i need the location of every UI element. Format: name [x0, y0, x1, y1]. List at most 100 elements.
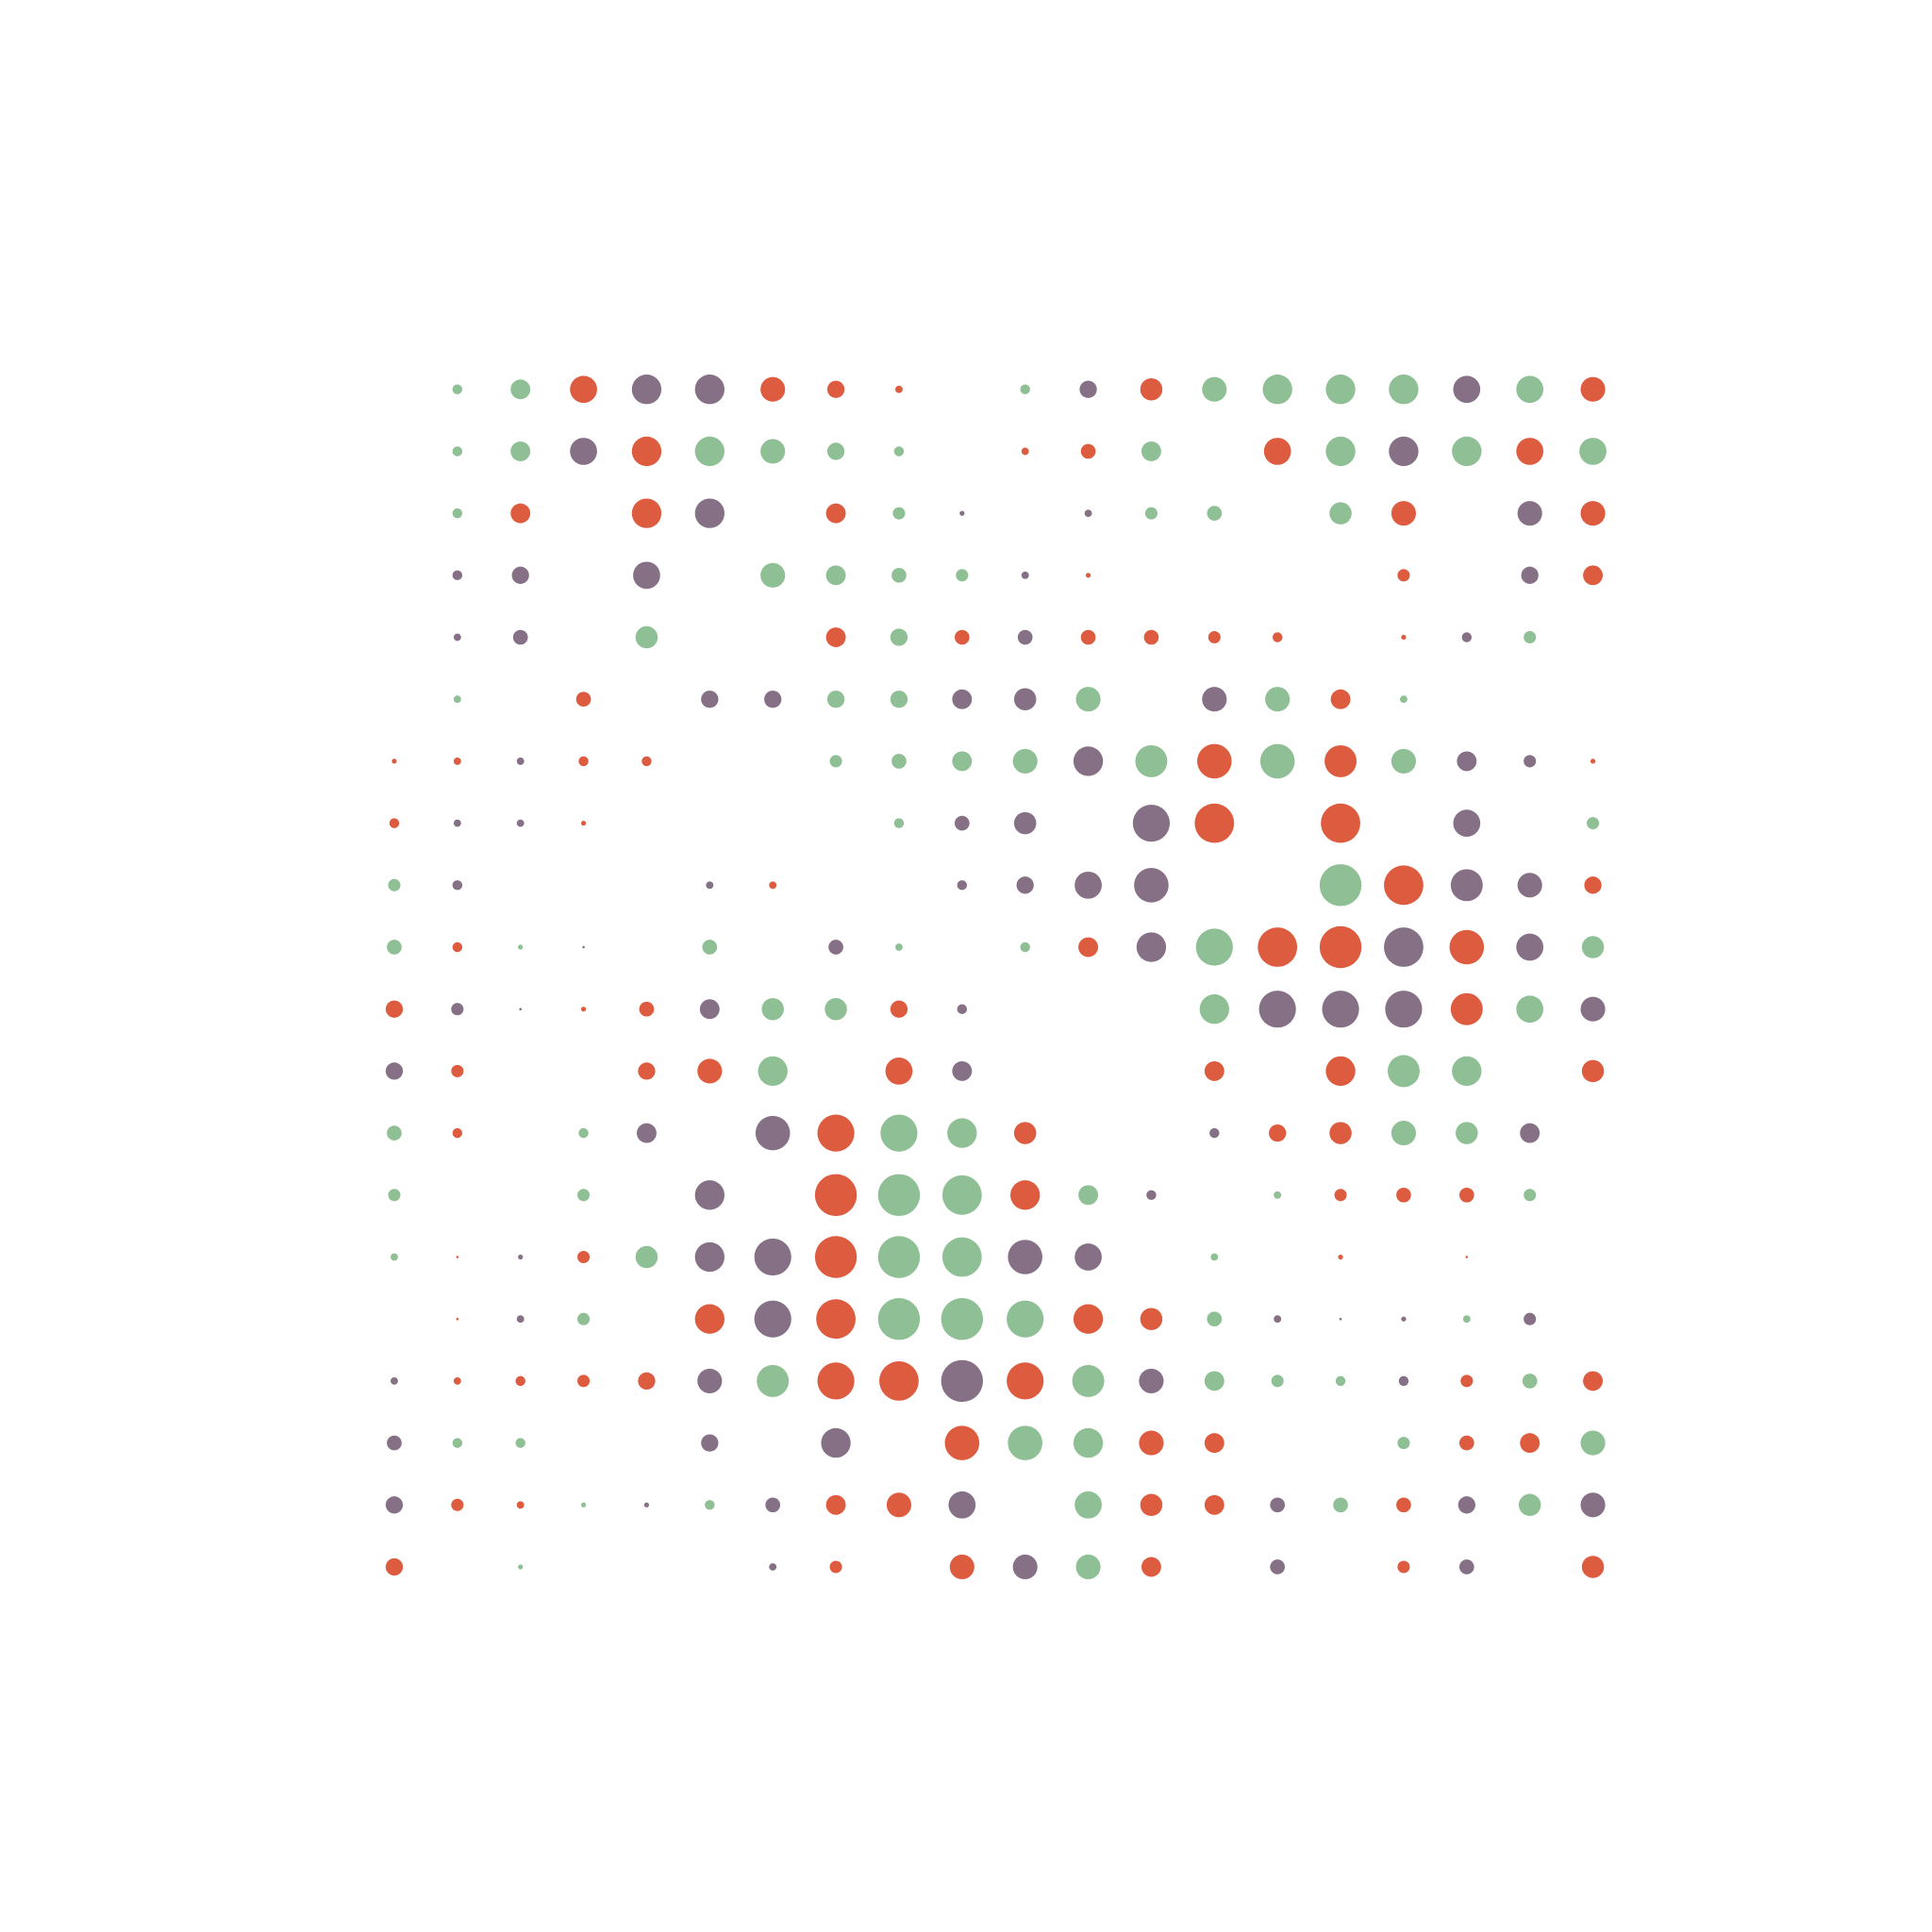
- dot: [1017, 629, 1033, 645]
- dot: [1073, 1304, 1104, 1334]
- dot: [1397, 1560, 1410, 1574]
- dot: [1517, 873, 1542, 898]
- dot: [1012, 1554, 1038, 1580]
- dot: [519, 1008, 523, 1011]
- dot: [638, 1062, 656, 1080]
- dot: [694, 1304, 724, 1334]
- dot: [575, 691, 591, 708]
- dot: [510, 503, 531, 524]
- dot: [1272, 632, 1283, 642]
- dot: [452, 446, 463, 457]
- dot: [1265, 687, 1291, 712]
- dot: [578, 756, 589, 767]
- dot: [1458, 1559, 1474, 1574]
- dot: [694, 375, 724, 405]
- dot: [1329, 502, 1352, 525]
- dot: [518, 1564, 524, 1570]
- dot: [1207, 506, 1223, 521]
- dot: [1075, 1554, 1101, 1580]
- dot: [1016, 876, 1034, 894]
- dot: [754, 1300, 791, 1338]
- dot: [959, 510, 965, 516]
- dot: [1400, 695, 1407, 704]
- dot: [391, 758, 397, 764]
- dot: [578, 1127, 589, 1139]
- dot: [577, 1374, 591, 1388]
- dot: [635, 625, 658, 649]
- dot: [1581, 1059, 1605, 1083]
- dot: [705, 1500, 715, 1510]
- dot: [895, 943, 903, 951]
- dot: [1319, 925, 1362, 969]
- dot: [516, 758, 525, 765]
- dot: [757, 1364, 790, 1397]
- dot: [1194, 803, 1235, 843]
- dot: [1204, 1433, 1224, 1454]
- dot: [694, 1241, 724, 1273]
- dot: [1518, 1493, 1541, 1517]
- dot: [512, 629, 528, 645]
- dot: [1580, 501, 1606, 526]
- dot: [890, 1000, 908, 1018]
- dot: [694, 1180, 724, 1210]
- dot: [570, 375, 597, 404]
- dot: [1257, 927, 1298, 967]
- dot: [580, 1502, 587, 1507]
- dot: [879, 1361, 919, 1401]
- dot: [1521, 566, 1539, 584]
- dot: [1204, 1060, 1224, 1081]
- dot: [516, 819, 525, 827]
- dot: [760, 562, 786, 588]
- dot: [510, 379, 531, 400]
- dot: [1084, 509, 1092, 518]
- dot: [391, 1376, 398, 1385]
- dot: [877, 1174, 921, 1217]
- dot: [1319, 864, 1362, 907]
- dot: [1325, 375, 1356, 405]
- dot: [1581, 936, 1605, 958]
- dot: [765, 1497, 781, 1513]
- dot: [1457, 1496, 1475, 1514]
- dot: [1079, 380, 1097, 398]
- dot: [580, 821, 587, 826]
- dot: [385, 1557, 404, 1576]
- dot: [1516, 995, 1544, 1024]
- dot: [956, 569, 969, 582]
- dot: [828, 940, 843, 955]
- dot: [890, 628, 908, 646]
- dot: [1080, 629, 1096, 645]
- dot: [826, 442, 845, 460]
- dot: [1334, 1189, 1347, 1202]
- dot: [1008, 1425, 1042, 1460]
- dot: [1139, 1430, 1164, 1456]
- dot: [635, 1245, 658, 1269]
- dot: [891, 567, 907, 583]
- dot: [515, 1375, 525, 1387]
- dot: [641, 756, 652, 767]
- dot: [1581, 1556, 1605, 1578]
- dot: [697, 1058, 723, 1084]
- dot: [1524, 755, 1537, 768]
- dot: [1144, 507, 1158, 520]
- dot: [452, 880, 463, 891]
- dot: [957, 880, 968, 891]
- dot: [1516, 933, 1544, 961]
- dot: [1452, 436, 1482, 467]
- dot: [511, 566, 529, 584]
- dot: [1516, 375, 1544, 404]
- dot: [764, 691, 782, 708]
- dot: [387, 940, 402, 955]
- dot: [1397, 1437, 1410, 1450]
- dot: [702, 940, 718, 955]
- dot: [1073, 1427, 1104, 1458]
- dot: [516, 1315, 525, 1324]
- dot: [631, 436, 662, 467]
- dot: [824, 997, 847, 1021]
- dot: [1580, 996, 1606, 1022]
- dot: [1329, 1122, 1352, 1144]
- dot: [582, 945, 585, 949]
- dot: [1524, 630, 1537, 644]
- dot: [1458, 1435, 1474, 1451]
- dot: [694, 498, 724, 528]
